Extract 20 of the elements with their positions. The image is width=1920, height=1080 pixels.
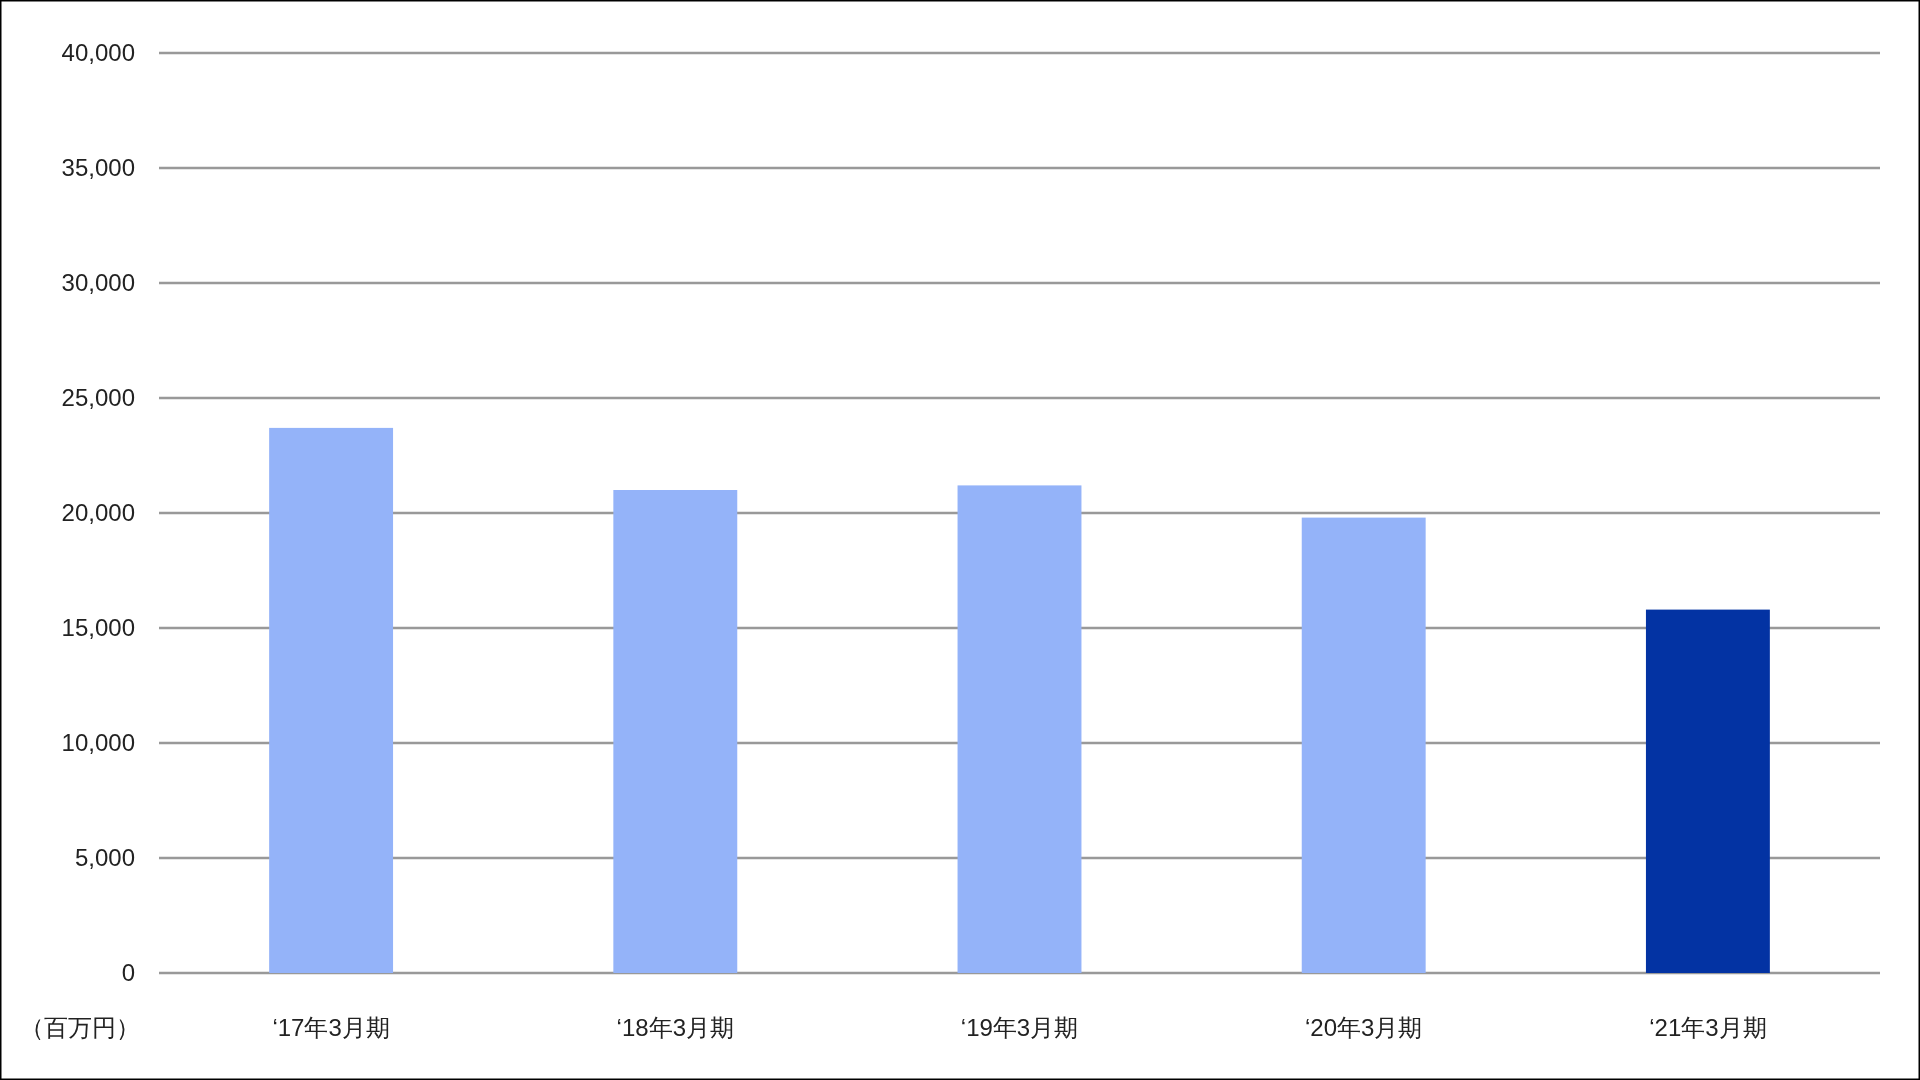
bar [957, 485, 1082, 973]
y-tick-label: 0 [121, 959, 135, 986]
x-tick-label: ‘19年3月期 [960, 1014, 1079, 1041]
y-tick-label: 5,000 [74, 844, 135, 871]
x-tick-label: ‘18年3月期 [616, 1014, 734, 1041]
y-tick-label: 20,000 [61, 499, 135, 526]
y-axis-title: （百万円） [20, 1014, 140, 1041]
y-tick-label: 30,000 [61, 269, 135, 296]
y-tick-label: 35,000 [61, 154, 135, 181]
x-tick-label: ‘20年3月期 [1305, 1014, 1423, 1041]
y-tick-label: 25,000 [61, 384, 135, 411]
x-tick-label: ‘21年3月期 [1649, 1014, 1767, 1041]
y-tick-label: 10,000 [61, 729, 135, 756]
bar [269, 427, 394, 973]
bar [613, 490, 738, 973]
y-tick-label: 15,000 [61, 614, 135, 641]
bar [1645, 609, 1770, 973]
y-tick-label: 40,000 [61, 39, 135, 66]
x-tick-label: ‘17年3月期 [272, 1014, 390, 1041]
bar [1301, 517, 1426, 973]
